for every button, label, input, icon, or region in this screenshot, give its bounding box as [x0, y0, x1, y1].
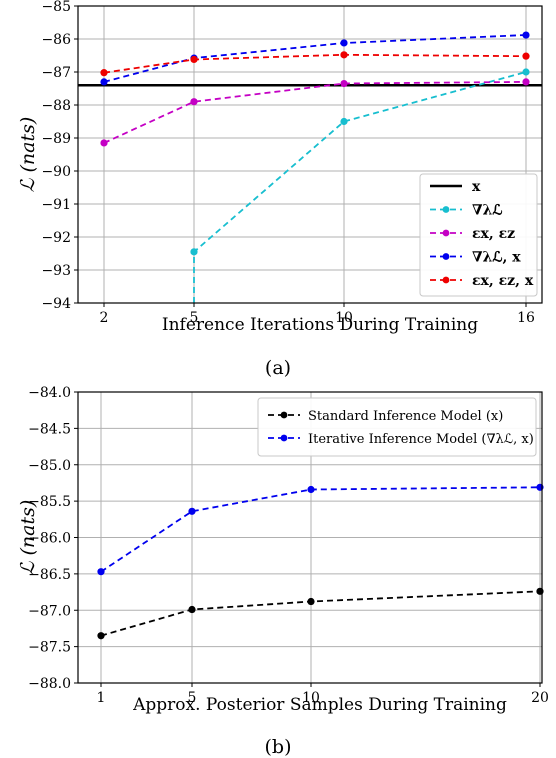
legend-item: εx, εz, x	[430, 273, 534, 289]
data-point	[522, 52, 530, 60]
legend-a: x ∇λℒ εx, εz ∇λℒ, x εx, εz, x	[419, 173, 538, 297]
data-point	[100, 139, 108, 147]
x-axis-label: Inference Iterations During Training	[162, 315, 478, 335]
x-tick-label: 5	[188, 690, 197, 706]
legend-item: εx, εz	[430, 226, 515, 242]
y-tick-label: −84.0	[28, 385, 71, 401]
y-tick-label: −89	[41, 131, 71, 147]
legend-b: Standard Inference Model (x) Iterative In…	[257, 397, 537, 457]
y-tick-label: −85.0	[28, 458, 71, 474]
y-tick-label: −86.5	[28, 567, 71, 583]
legend-label: x	[472, 179, 481, 195]
series-line-1	[103, 81, 527, 144]
data-point	[340, 79, 348, 88]
series-line-0	[100, 590, 541, 637]
series-line-3	[103, 53, 527, 74]
x-tick-label: 2	[100, 310, 109, 326]
x-tick-label: 10	[302, 690, 320, 706]
y-tick-label: −87.5	[28, 640, 71, 656]
data-point	[188, 507, 196, 515]
y-axis-label: ℒ (nats)	[17, 117, 39, 193]
legend-box	[419, 173, 538, 297]
x-tick-label: 16	[517, 310, 535, 326]
data-point	[188, 605, 196, 614]
legend-item: x	[430, 179, 481, 195]
y-tick-label: −88.0	[28, 676, 71, 692]
panel-b: −84.0 −84.5 −85.0 −85.5 −86.0 −86.5 −87.0 −87.5…	[17, 385, 549, 758]
legend-item: Standard Inference Model (x)	[268, 409, 503, 424]
x-tick-label: 5	[190, 310, 199, 326]
data-point	[522, 31, 530, 39]
y-tick-label: −92	[41, 230, 71, 246]
data-point	[190, 98, 198, 106]
data-point	[97, 632, 105, 640]
data-point	[190, 55, 198, 64]
legend-label: εx, εz, x	[472, 273, 534, 289]
data-point	[97, 568, 105, 576]
legend-marker	[442, 276, 450, 284]
data-point	[307, 485, 315, 494]
y-tick-label: −94	[41, 296, 71, 312]
legend-marker	[280, 411, 288, 419]
y-tick-label: −85	[41, 0, 71, 15]
legend-marker	[442, 229, 450, 237]
y-axis-label: ℒ (nats)	[17, 500, 39, 576]
legend-label: εx, εz	[472, 226, 515, 242]
x-axis-label: Approx. Posterior Samples During Trainin…	[132, 695, 507, 715]
data-point	[100, 78, 108, 86]
legend-marker	[280, 434, 288, 442]
legend-label: Iterative Inference Model (∇λℒ, x)	[308, 432, 534, 447]
data-point	[190, 248, 198, 256]
data-point	[100, 69, 108, 77]
legend-box	[257, 397, 537, 457]
y-tick-label: −90	[41, 164, 71, 180]
series-line-2	[103, 34, 527, 83]
legend-label: Standard Inference Model (x)	[308, 409, 503, 424]
y-tick-label: −91	[41, 197, 71, 213]
x-tick-label: 1	[97, 690, 106, 706]
data-point	[522, 78, 530, 86]
y-tick-label: −87.0	[28, 603, 71, 619]
legend-label: ∇λℒ, x	[472, 250, 521, 266]
y-tick-label: −93	[41, 263, 71, 279]
data-point	[522, 68, 530, 76]
legend-item: ∇λℒ, x	[430, 250, 521, 266]
legend-label: ∇λℒ	[472, 203, 502, 219]
data-point	[340, 39, 348, 47]
y-tick-label: −84.5	[28, 421, 71, 437]
x-tick-label: 20	[531, 690, 549, 706]
series-line-0	[193, 71, 527, 303]
x-tick-label: 10	[335, 310, 353, 326]
y-tick-label: −85.5	[28, 494, 71, 510]
data-point	[307, 597, 315, 606]
panel-caption: (a)	[265, 357, 291, 379]
series-line-1	[100, 486, 541, 573]
legend-marker	[442, 206, 450, 213]
y-tick-label: −86	[41, 32, 71, 48]
legend-item: Iterative Inference Model (∇λℒ, x)	[268, 432, 534, 447]
y-tick-label: −87	[41, 65, 71, 81]
y-tick-label: −86.0	[28, 531, 71, 547]
legend-item: ∇λℒ	[430, 203, 502, 219]
data-point	[340, 117, 348, 126]
panel-caption: (b)	[265, 736, 292, 758]
legend-marker	[442, 253, 450, 260]
y-tick-label: −88	[41, 98, 71, 114]
data-point	[340, 51, 348, 59]
axes-frame	[77, 5, 543, 304]
